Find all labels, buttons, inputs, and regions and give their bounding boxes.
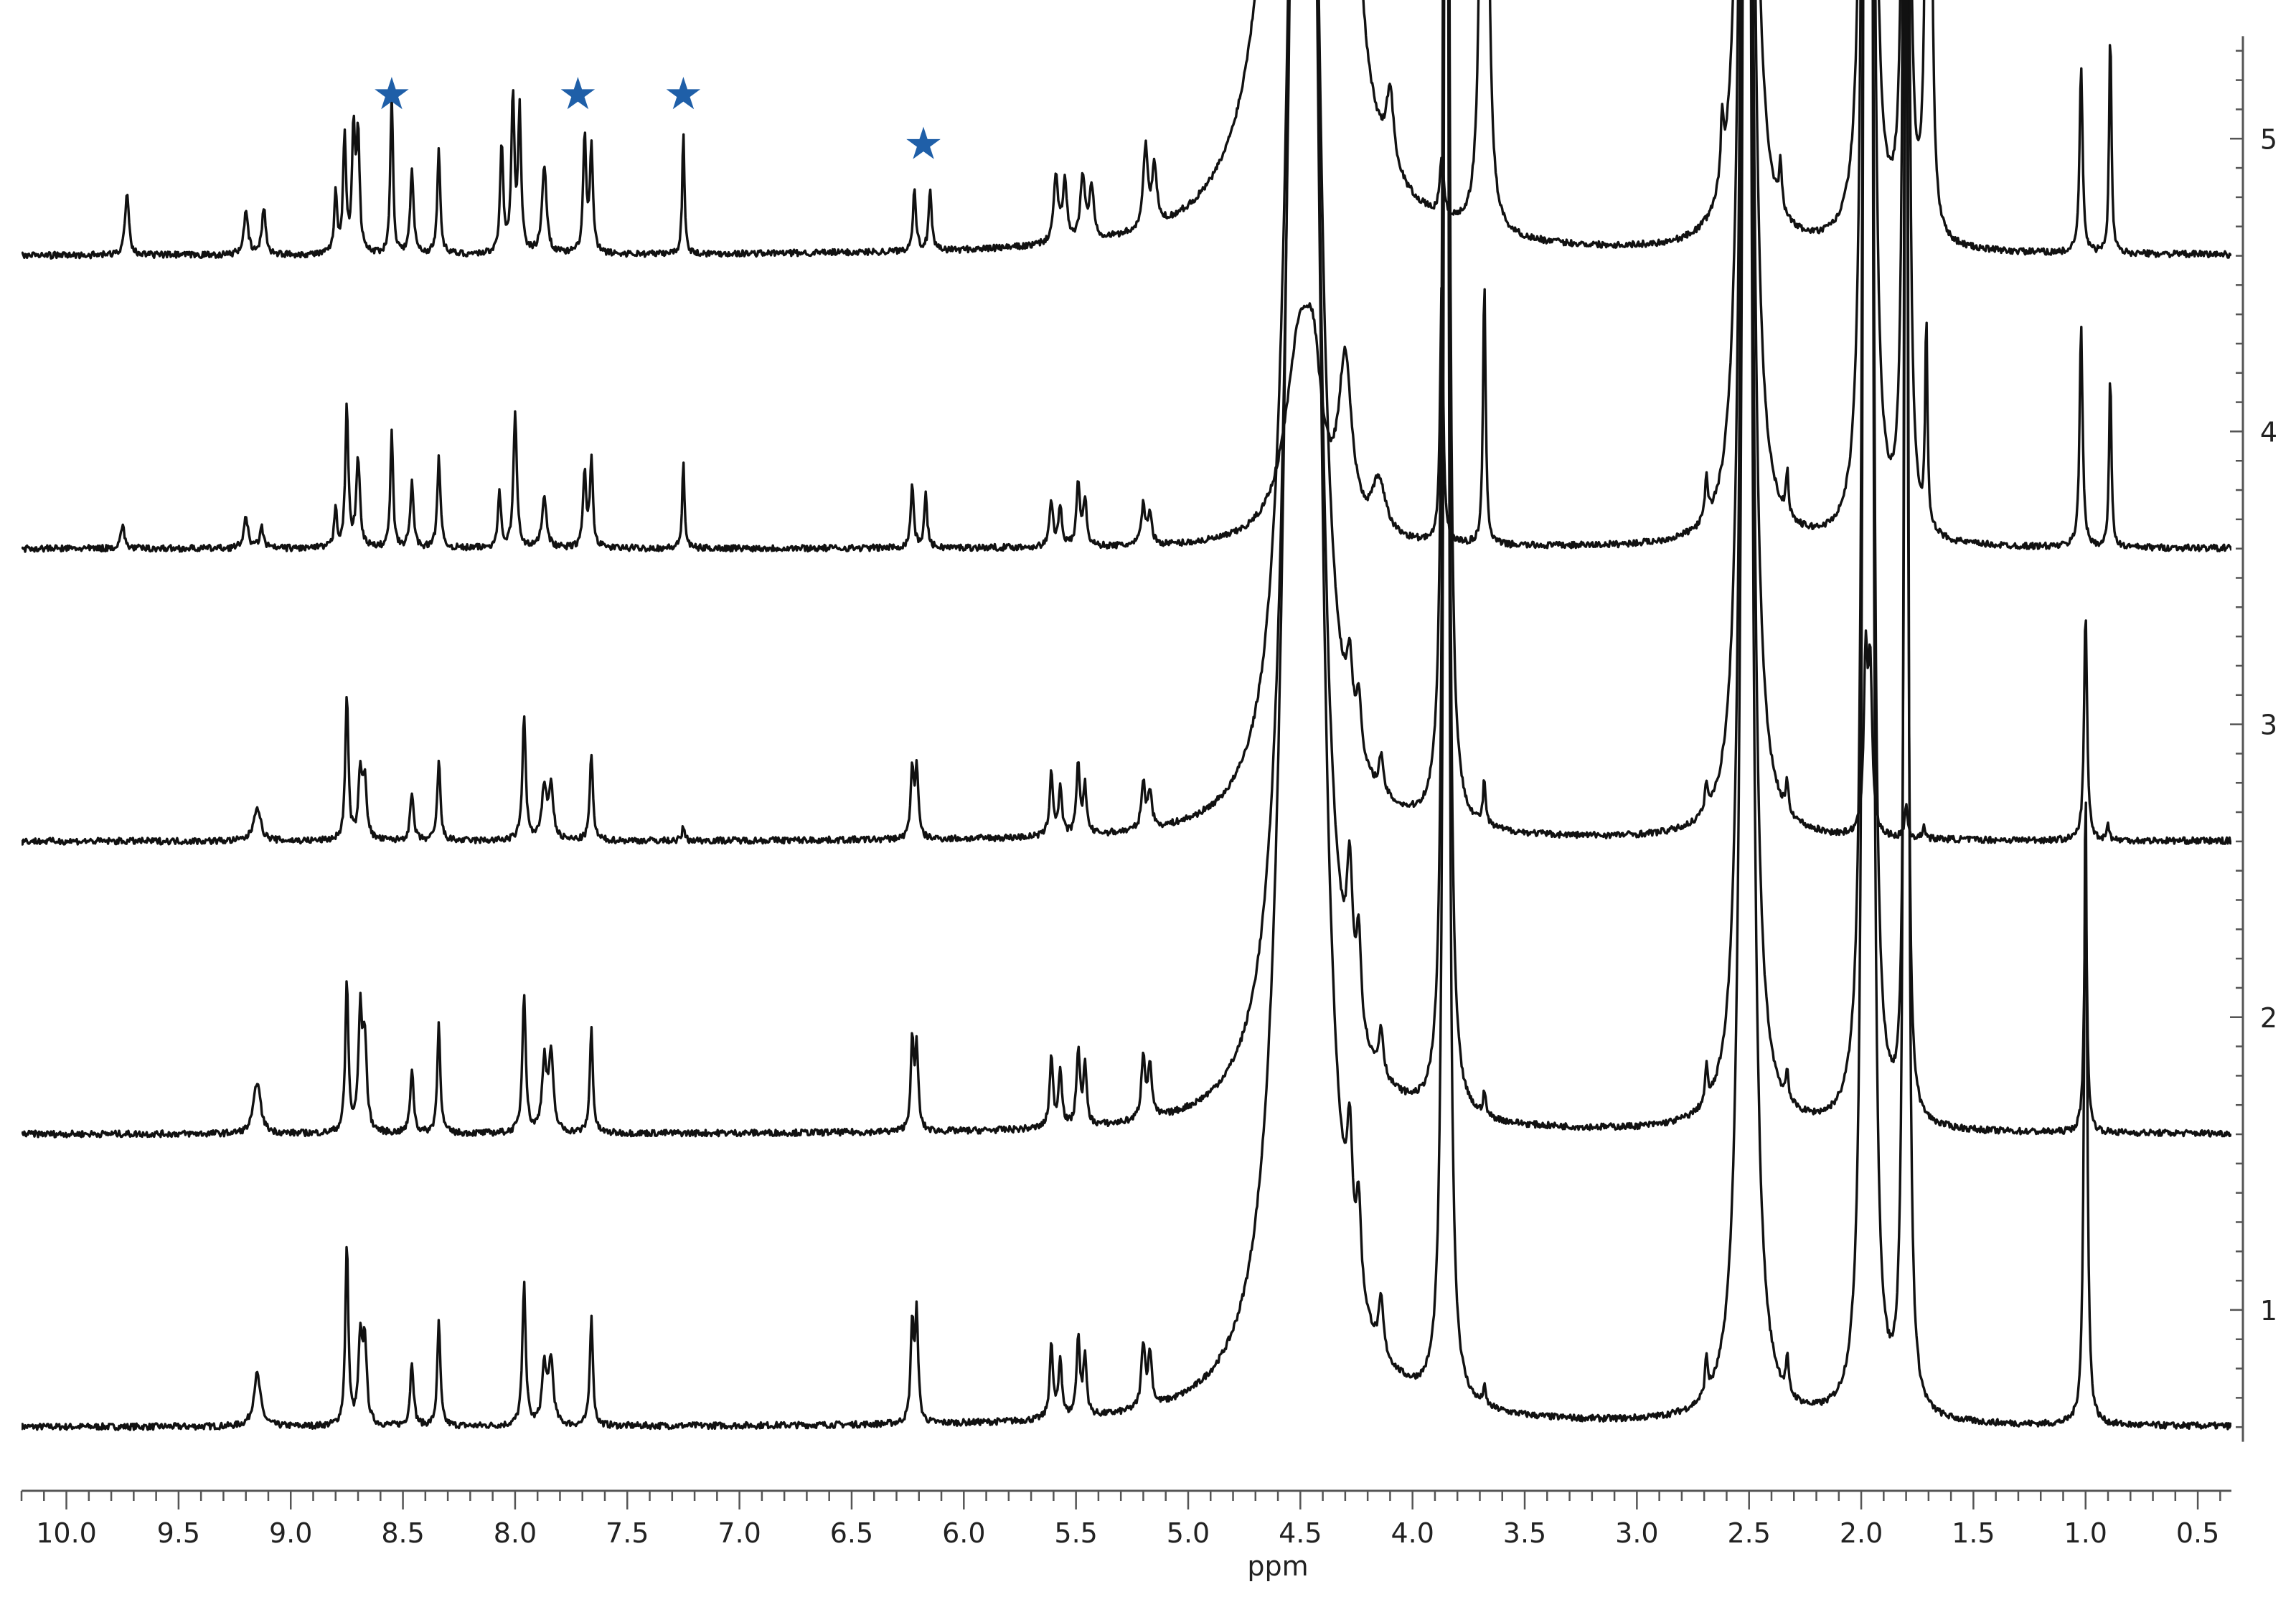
spectrum-trace-4 [22,0,2231,553]
y-axis: 1 2 3 4 5 [2230,36,2277,1442]
x-axis: 10.0 9.5 9.0 8.5 8.0 7.5 7.0 6.5 6.0 5.5 5.0 4.5 4.0… [20,1489,2231,1549]
y-tick-label: 4 [2260,416,2277,448]
x-tick-label: 9.5 [157,1517,200,1549]
star-markers: ★ ★ ★ ★ [372,67,944,169]
x-tick-label: 2.0 [1840,1517,1883,1549]
x-tick-label: 2.5 [1727,1517,1770,1549]
x-tick-label: 5.0 [1167,1517,1210,1549]
x-tick-label: 3.0 [1615,1517,1658,1549]
x-axis-title: ppm [1247,1550,1308,1582]
star-marker: ★ [664,67,704,120]
x-tick-label: 5.5 [1054,1517,1097,1549]
star-marker: ★ [372,67,412,120]
x-tick-label: 3.5 [1503,1517,1546,1549]
y-tick-label: 3 [2260,710,2277,741]
star-marker: ★ [903,117,944,169]
x-tick-label: 6.5 [830,1517,873,1549]
spectrum-trace-5 [22,0,2231,260]
x-tick-label: 4.5 [1279,1517,1322,1549]
y-tick-label: 1 [2260,1295,2277,1327]
x-tick-label: 7.5 [606,1517,649,1549]
x-tick-label: 4.0 [1391,1517,1434,1549]
x-tick-label: 8.5 [381,1517,424,1549]
y-tick-label: 2 [2260,1002,2277,1034]
x-tick-label: 1.5 [1952,1517,1995,1549]
x-tick-label: 0.5 [2176,1517,2219,1549]
spectrum-trace-2 [22,0,2231,1139]
x-tick-label: 7.0 [718,1517,761,1549]
x-tick-label: 6.0 [942,1517,985,1549]
spectrum-trace-3 [22,0,2231,846]
spectrum-traces [22,0,2231,1431]
x-tick-label: 10.0 [36,1517,97,1549]
star-marker: ★ [558,67,598,120]
x-tick-label: 9.0 [269,1517,312,1549]
x-tick-label: 8.0 [494,1517,537,1549]
y-tick-label: 5 [2260,123,2277,155]
x-tick-label: 1.0 [2064,1517,2107,1549]
